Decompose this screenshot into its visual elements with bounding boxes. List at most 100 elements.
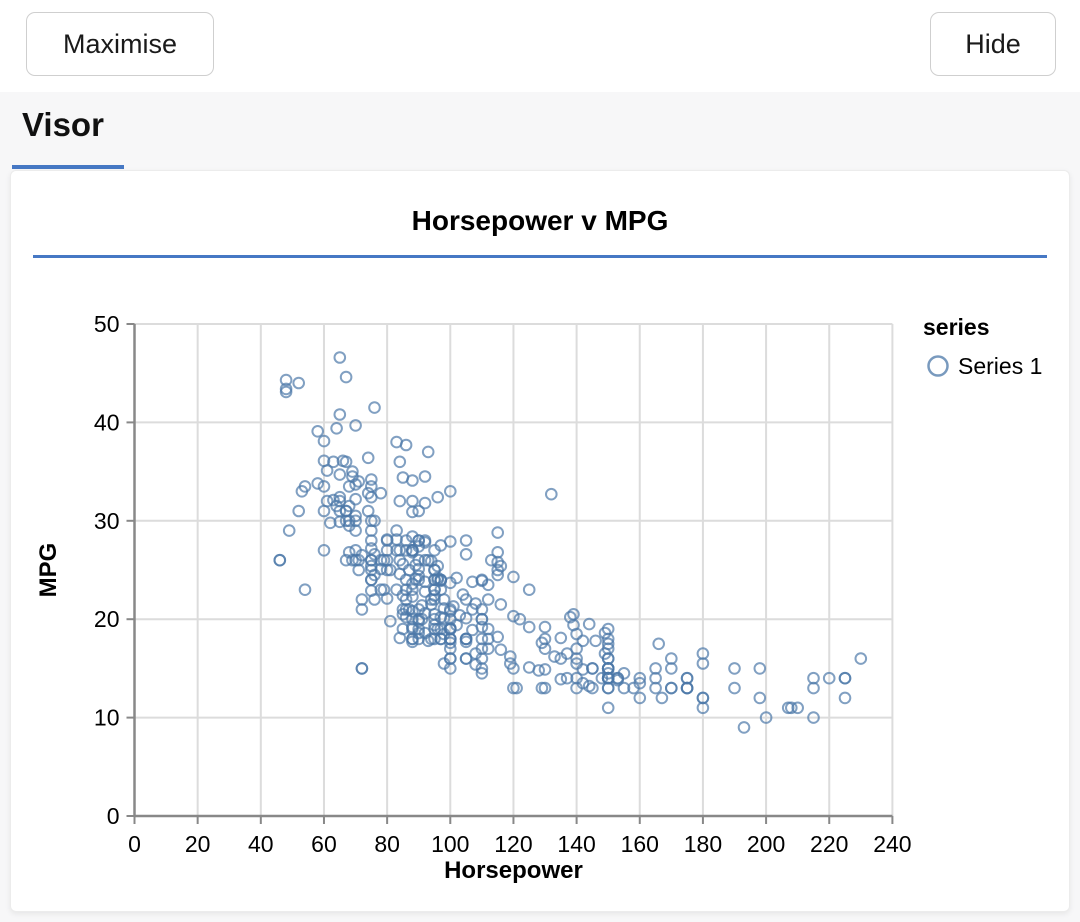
- data-point: [421, 445, 435, 459]
- legend-title: series: [923, 314, 990, 340]
- data-point: [548, 650, 561, 663]
- data-point: [317, 544, 331, 557]
- data-point: [330, 422, 343, 435]
- x-tick-label: 200: [747, 831, 785, 857]
- data-point: [475, 662, 489, 675]
- data-point: [406, 612, 419, 626]
- data-point: [475, 620, 489, 634]
- data-point: [611, 673, 625, 687]
- data-point: [649, 681, 662, 695]
- y-tick-label: 30: [94, 508, 120, 534]
- data-point: [532, 664, 546, 677]
- visor-toolbar: Maximise Hide: [0, 0, 1080, 92]
- data-point: [425, 554, 438, 568]
- data-point: [342, 546, 356, 559]
- x-tick-label: 140: [557, 831, 595, 857]
- data-point: [418, 585, 432, 598]
- x-tick-label: 100: [431, 831, 469, 857]
- data-point: [399, 610, 413, 624]
- data-point: [339, 370, 353, 384]
- data-point: [380, 592, 394, 605]
- data-point: [570, 652, 583, 665]
- data-point: [361, 451, 375, 465]
- data-point: [431, 490, 445, 504]
- data-point: [317, 504, 331, 518]
- data-point: [368, 568, 381, 582]
- data-point: [491, 526, 505, 539]
- data-point: [365, 584, 378, 598]
- data-point: [393, 494, 407, 508]
- data-point: [393, 567, 407, 581]
- data-point: [406, 583, 419, 597]
- data-point: [298, 480, 312, 493]
- data-point: [349, 509, 362, 523]
- data-point: [582, 679, 596, 693]
- data-point: [665, 681, 678, 695]
- x-tick-label: 240: [873, 831, 911, 857]
- data-point: [298, 583, 312, 597]
- data-point: [781, 701, 795, 715]
- data-point: [390, 533, 403, 546]
- data-point: [545, 487, 558, 501]
- data-point: [469, 647, 482, 660]
- x-tick-label: 60: [311, 831, 337, 857]
- data-point: [282, 524, 296, 537]
- data-point: [409, 572, 422, 586]
- data-point: [393, 631, 407, 645]
- data-point: [459, 652, 473, 665]
- data-point: [349, 492, 362, 506]
- data-point: [320, 464, 334, 477]
- data-point: [342, 499, 356, 513]
- x-tick-label: 220: [810, 831, 848, 857]
- data-point: [576, 663, 590, 676]
- data-point: [838, 671, 852, 685]
- data-point: [355, 603, 369, 616]
- data-point: [582, 617, 596, 631]
- data-point: [390, 524, 403, 537]
- data-point: [349, 478, 362, 491]
- data-point: [342, 480, 356, 493]
- data-point: [327, 493, 340, 507]
- data-point: [617, 681, 631, 695]
- data-point: [279, 373, 293, 387]
- data-point: [491, 630, 505, 644]
- y-tick-label: 10: [94, 705, 120, 731]
- data-point: [522, 620, 536, 634]
- data-point: [481, 622, 495, 636]
- data-point: [466, 575, 479, 589]
- y-tick-label: 40: [94, 409, 120, 435]
- data-point: [406, 635, 419, 649]
- data-point: [355, 548, 369, 562]
- data-point: [576, 676, 590, 690]
- data-point: [485, 553, 498, 567]
- data-point: [365, 480, 378, 493]
- data-point: [633, 691, 647, 705]
- maximise-button[interactable]: Maximise: [26, 12, 214, 76]
- x-tick-label: 40: [248, 831, 274, 857]
- data-point: [456, 588, 470, 601]
- data-point: [737, 721, 751, 734]
- data-point: [560, 647, 574, 660]
- hide-button[interactable]: Hide: [930, 12, 1056, 76]
- data-point: [507, 570, 520, 584]
- data-point: [696, 657, 710, 670]
- data-point: [333, 408, 347, 421]
- data-point: [412, 534, 426, 547]
- y-tick-label: 0: [107, 803, 120, 829]
- title-divider: [33, 255, 1047, 258]
- data-point: [601, 701, 615, 715]
- data-point: [412, 540, 426, 553]
- tab-visor[interactable]: Visor: [22, 106, 104, 143]
- x-tick-label: 120: [494, 831, 532, 857]
- data-point: [412, 569, 426, 583]
- y-tick-label: 50: [94, 311, 120, 337]
- data-point: [428, 544, 441, 557]
- data-point: [504, 650, 517, 663]
- data-point: [652, 637, 666, 651]
- data-point: [444, 636, 457, 650]
- data-point: [554, 631, 568, 645]
- data-point: [459, 548, 473, 561]
- data-point: [437, 657, 451, 670]
- data-point: [728, 662, 741, 675]
